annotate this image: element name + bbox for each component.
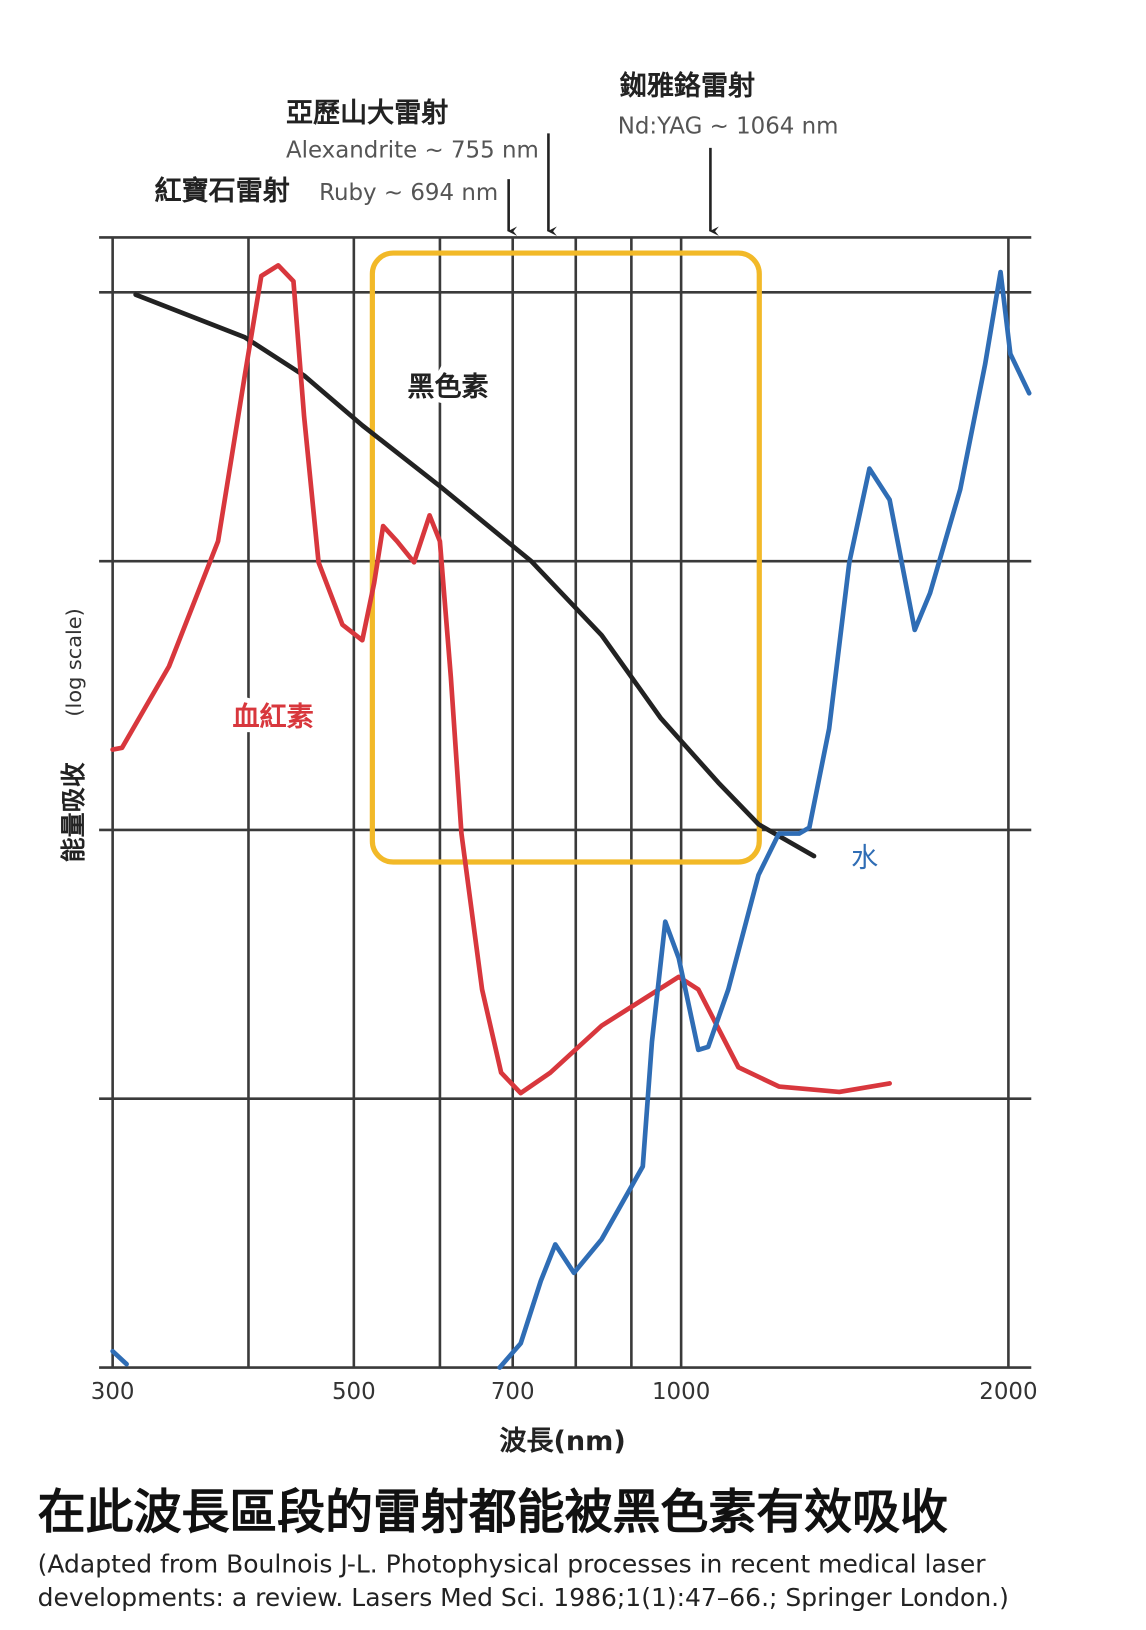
series-label: 血紅素	[232, 702, 313, 733]
series-label: 水	[851, 843, 878, 874]
laser-wavelength: Ruby ~ 694 nm	[319, 180, 498, 206]
x-tick-label: 300	[91, 1379, 135, 1405]
laser-name: 紅寶石雷射	[155, 175, 290, 207]
laser-wavelength: Nd:YAG ~ 1064 nm	[618, 114, 839, 140]
x-tick-label: 500	[332, 1379, 376, 1405]
series-label: 黑色素	[407, 371, 488, 403]
series-line	[110, 269, 1032, 1370]
x-tick-label: 700	[491, 1379, 535, 1405]
caption: 在此波長區段的雷射都能被黑色素有效吸收	[38, 1485, 948, 1540]
laser-name: 亞歷山大雷射	[286, 98, 448, 129]
x-axis-label: 波長(nm)	[499, 1426, 625, 1457]
laser-name: 銣雅鉻雷射	[620, 70, 755, 102]
source-line: (Adapted from Boulnois J-L. Photophysica…	[38, 1549, 987, 1578]
y-axis-label: 能量吸收	[59, 762, 88, 862]
x-tick-label: 2000	[979, 1379, 1037, 1405]
source-line: developments: a review. Lasers Med Sci. …	[38, 1583, 1009, 1612]
series-line	[133, 292, 817, 859]
x-tick-label: 1000	[652, 1379, 710, 1405]
y-axis-note: (log scale)	[62, 608, 86, 716]
series-line	[110, 263, 892, 1096]
highlight-box	[369, 250, 762, 865]
laser-wavelength: Alexandrite ~ 755 nm	[286, 138, 539, 164]
